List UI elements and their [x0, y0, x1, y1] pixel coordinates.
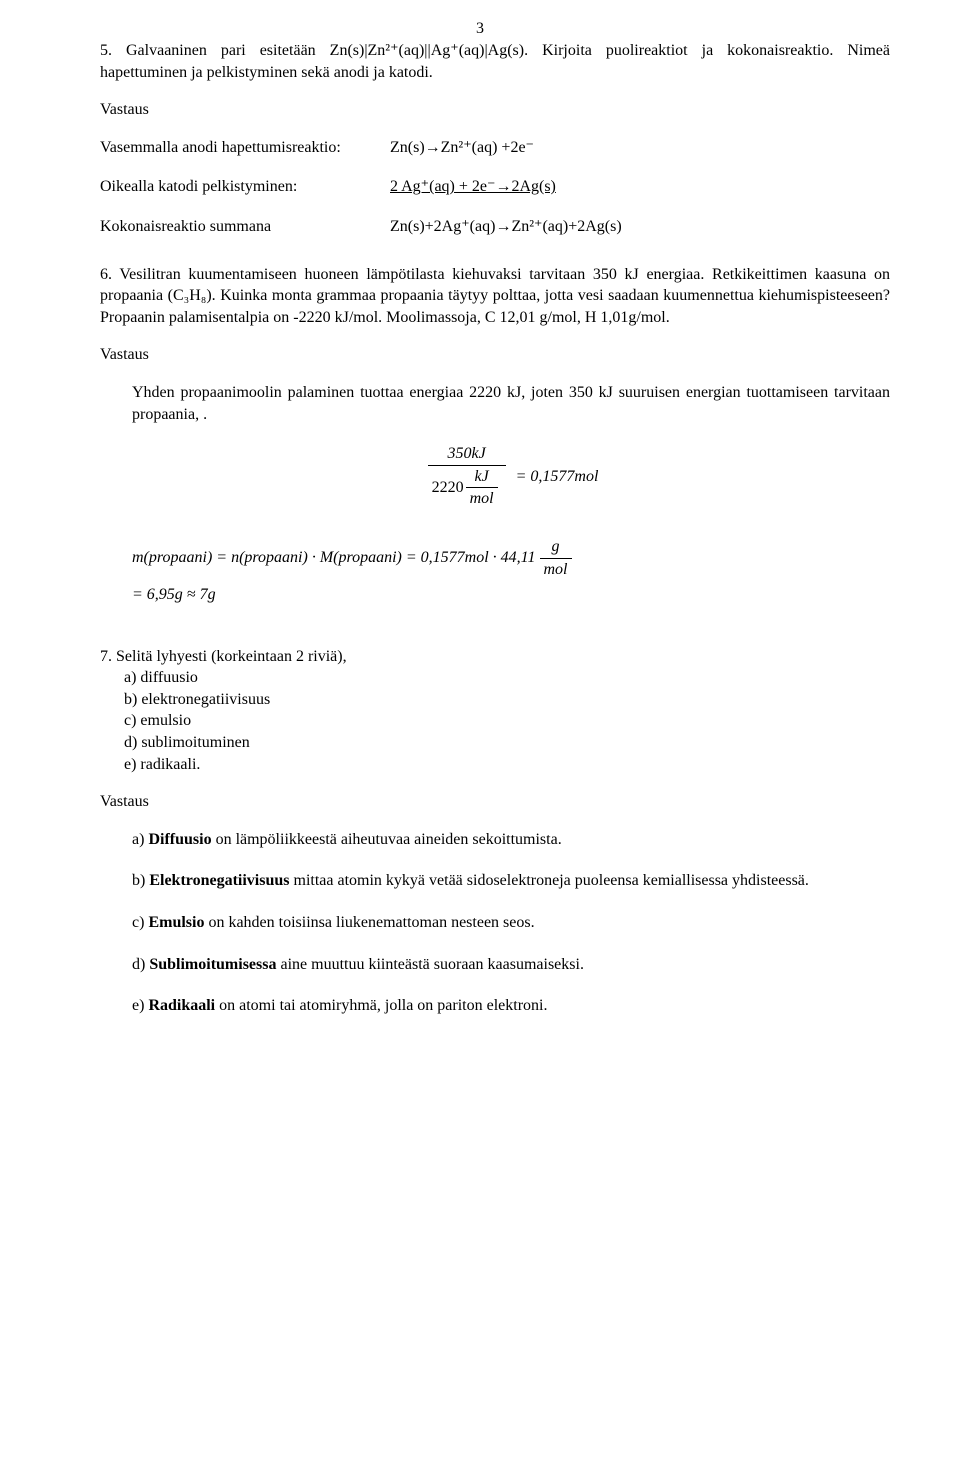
mass-fraction: g mol	[540, 536, 572, 580]
fraction-den: 2220 kJ mol	[428, 466, 506, 510]
answer-lead: a)	[132, 831, 148, 848]
page-number: 3	[476, 18, 484, 40]
page-container: 3 5. Galvaaninen pari esitetään Zn(s)|Zn…	[0, 0, 960, 1097]
q7-prompt: 7. Selitä lyhyesti (korkeintaan 2 riviä)…	[100, 646, 890, 668]
answer-bold: Elektronegatiivisuus	[149, 872, 289, 889]
q6-formula-2: m(propaani) = n(propaani) · M(propaani) …	[132, 536, 890, 606]
answer-lead: e)	[132, 997, 148, 1014]
q5-reaction-table: Vasemmalla anodi hapettumisreaktio: Zn(s…	[100, 137, 890, 238]
q6-answer-text: Yhden propaanimoolin palaminen tuottaa e…	[132, 382, 890, 425]
answer-bold: Sublimoitumisessa	[149, 956, 276, 973]
mass-line: m(propaani) = n(propaani) · M(propaani) …	[132, 547, 536, 569]
q7-part: c) emulsio	[124, 710, 890, 732]
formula-inline: 350kJ 2220 kJ mol = 0,1577mol	[424, 443, 599, 510]
reaction-row: Kokonaisreaktio summana Zn(s)+2Ag⁺(aq)→Z…	[100, 216, 890, 238]
nested-den: mol	[466, 488, 498, 510]
spacer	[100, 612, 890, 646]
formula-rhs: = 0,1577mol	[516, 466, 599, 488]
mass-frac-den: mol	[540, 559, 572, 581]
answer-bold: Diffuusio	[148, 831, 211, 848]
answer-rest: on kahden toisiinsa liukenemattoman nest…	[204, 914, 534, 931]
fraction-num: 350kJ	[428, 443, 506, 466]
q6-prompt: 6. Vesilitran kuumentamiseen huoneen läm…	[100, 264, 890, 329]
q6-answer-block: Yhden propaanimoolin palaminen tuottaa e…	[132, 382, 890, 606]
answer-lead: c)	[132, 914, 148, 931]
reaction-value: Zn(s)→Zn²⁺(aq) +2e⁻	[390, 137, 890, 159]
q7-answer-item: a) Diffuusio on lämpöliikkeestä aiheutuv…	[132, 829, 890, 851]
answer-bold: Emulsio	[148, 914, 204, 931]
reaction-row: Vasemmalla anodi hapettumisreaktio: Zn(s…	[100, 137, 890, 159]
mass-line-row: m(propaani) = n(propaani) · M(propaani) …	[132, 536, 890, 580]
q6-formula-1: 350kJ 2220 kJ mol = 0,1577mol	[132, 443, 890, 510]
reaction-label: Kokonaisreaktio summana	[100, 216, 390, 238]
q7-answer-item: d) Sublimoitumisessa aine muuttuu kiinte…	[132, 954, 890, 976]
den-left: 2220	[432, 477, 464, 499]
mass-result: = 6,95g ≈ 7g	[132, 584, 890, 606]
answer-rest: on lämpöliikkeestä aiheutuvaa aineiden s…	[212, 831, 562, 848]
eq-row: 350kJ 2220 kJ mol = 0,1577mol	[424, 443, 599, 510]
reaction-label: Oikealla katodi pelkistyminen:	[100, 176, 390, 198]
answer-rest: mittaa atomin kykyä vetää sidoselektrone…	[290, 872, 809, 889]
answer-rest: on atomi tai atomiryhmä, jolla on parito…	[215, 997, 547, 1014]
reaction-value: 2 Ag⁺(aq) + 2e⁻→2Ag(s)	[390, 176, 890, 198]
den-row: 2220 kJ mol	[432, 466, 502, 510]
answer-lead: b)	[132, 872, 149, 889]
fraction-nested: kJ mol	[466, 466, 498, 510]
q7-part: d) sublimoituminen	[124, 732, 890, 754]
answer-lead: d)	[132, 956, 149, 973]
answer-bold: Radikaali	[148, 997, 215, 1014]
q7-answer-item: c) Emulsio on kahden toisiinsa liukenema…	[132, 912, 890, 934]
q5-prompt: 5. Galvaaninen pari esitetään Zn(s)|Zn²⁺…	[100, 40, 890, 83]
q6-answer-label: Vastaus	[100, 344, 890, 366]
reaction-value: Zn(s)+2Ag⁺(aq)→Zn²⁺(aq)+2Ag(s)	[390, 216, 890, 238]
q7-part: a) diffuusio	[124, 667, 890, 689]
q7-answer-label: Vastaus	[100, 791, 890, 813]
fraction: 350kJ 2220 kJ mol	[428, 443, 506, 510]
answer-rest: aine muuttuu kiinteästä suoraan kaasumai…	[276, 956, 583, 973]
q7-parts-list: a) diffuusio b) elektronegatiivisuus c) …	[124, 667, 890, 775]
reaction-row: Oikealla katodi pelkistyminen: 2 Ag⁺(aq)…	[100, 176, 890, 198]
q7-answer-item: b) Elektronegatiivisuus mittaa atomin ky…	[132, 870, 890, 892]
reaction-value-text: 2 Ag⁺(aq) + 2e⁻→2Ag(s)	[390, 178, 556, 195]
nested-num: kJ	[466, 466, 498, 489]
reaction-label: Vasemmalla anodi hapettumisreaktio:	[100, 137, 390, 159]
q7-answers: a) Diffuusio on lämpöliikkeestä aiheutuv…	[132, 829, 890, 1017]
q7-part: e) radikaali.	[124, 754, 890, 776]
q7-answer-item: e) Radikaali on atomi tai atomiryhmä, jo…	[132, 995, 890, 1017]
q7-part: b) elektronegatiivisuus	[124, 689, 890, 711]
q5-answer-label: Vastaus	[100, 99, 890, 121]
mass-frac-num: g	[540, 536, 572, 559]
